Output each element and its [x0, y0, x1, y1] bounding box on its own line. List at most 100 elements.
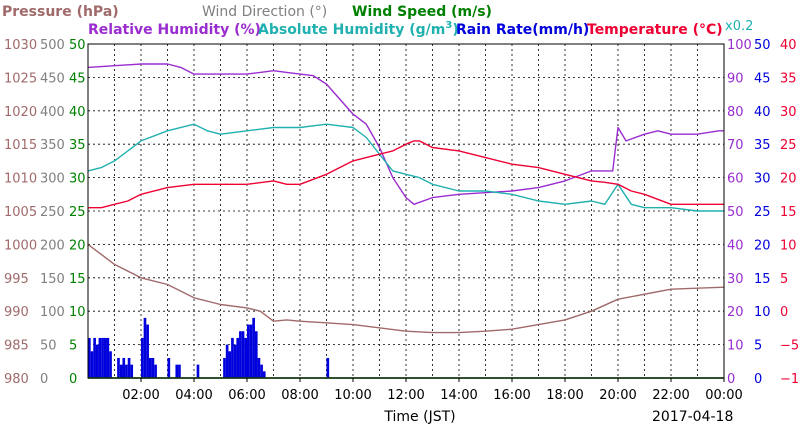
left-axis-ticks: 1030102510201015101010051000995990985980… [4, 38, 86, 387]
right-tick-rain-rate: 40 [754, 105, 771, 120]
rain-rate-bar [122, 357, 126, 378]
x-tick-label: 20:00 [599, 388, 636, 403]
rain-rate-bar [196, 364, 200, 378]
rain-rate-bar [239, 331, 242, 378]
rain-rate-bar [241, 331, 245, 378]
rain-rate-bar [103, 337, 107, 378]
right-tick-temperature: 30 [780, 105, 797, 120]
left-tick-wind-direction: 300 [40, 172, 65, 187]
left-tick-pressure: 990 [4, 305, 29, 320]
right-tick-temperature: 35 [780, 71, 797, 86]
x-tick-label: 00:00 [705, 388, 742, 403]
right-tick-rain-rate: 5 [754, 339, 762, 354]
rain-rate-bar [93, 337, 96, 378]
rain-rate-bar [148, 357, 152, 378]
rain-rate-bar [244, 337, 247, 378]
left-tick-wind-speed: 0 [69, 372, 77, 387]
rain-rate-bar [326, 357, 330, 378]
right-axis-ticks: 1009080706050403020100504540353025201510… [727, 38, 800, 387]
right-tick-relative-humidity: 40 [727, 238, 744, 253]
relative-humidity-line [87, 63, 724, 206]
legend-temperature: Temperature (°C) [587, 22, 723, 38]
grid [88, 44, 724, 378]
rain-rate-bar [95, 344, 99, 378]
legend-absolute-humidity: Absolute Humidity (g/m3) [258, 20, 459, 38]
date-label: 2017-04-18 [652, 409, 733, 425]
left-tick-wind-direction: 200 [40, 238, 65, 253]
left-tick-pressure: 1005 [4, 205, 37, 220]
temperature-line [88, 140, 724, 209]
rain-rate-bar [231, 337, 234, 378]
left-tick-pressure: 995 [4, 272, 29, 287]
right-tick-rain-rate: 50 [754, 38, 771, 53]
left-tick-wind-direction: 500 [40, 38, 65, 53]
left-tick-wind-direction: 400 [40, 105, 65, 120]
right-tick-relative-humidity: 90 [727, 71, 744, 86]
rain-rate-bar [262, 371, 266, 378]
rain-rate-bar [88, 337, 91, 378]
right-tick-temperature: 15 [780, 205, 797, 220]
right-tick-rain-rate: 0 [754, 372, 762, 387]
x-tick-label: 22:00 [652, 388, 689, 403]
left-tick-pressure: 1020 [4, 105, 37, 120]
rain-rate-bar [225, 344, 229, 378]
rain-rate-bar [260, 364, 263, 378]
rain-rate-bar [175, 364, 179, 378]
rain-rate-bar [109, 351, 112, 378]
rain-rate-bar [127, 357, 131, 378]
x-tick-label: 14:00 [440, 388, 477, 403]
left-tick-wind-speed: 35 [69, 138, 86, 153]
left-tick-wind-speed: 20 [69, 238, 86, 253]
x-tick-label: 02:00 [122, 388, 159, 403]
rain-rate-bar [228, 351, 232, 378]
right-tick-temperature: 5 [780, 272, 788, 287]
x-tick-label: 12:00 [387, 388, 424, 403]
rain-rate-bar [236, 337, 240, 378]
right-tick-relative-humidity: 60 [727, 172, 744, 187]
right-tick-rain-rate: 20 [754, 238, 771, 253]
rain-rate-bar [167, 357, 171, 378]
x-axis-ticks: 02:00 04:00 06:00 08:00 10:00 12:00 14:00 16:00… [122, 378, 743, 403]
left-tick-wind-speed: 45 [69, 71, 86, 86]
legend-wind-direction: Wind Direction (°) [202, 4, 327, 20]
legend-scale-note: x0.2 [725, 19, 753, 34]
left-tick-wind-direction: 350 [40, 138, 65, 153]
rain-rate-bar [223, 357, 226, 378]
x-tick-label: 08:00 [281, 388, 318, 403]
rain-rate-bar [143, 317, 147, 378]
right-tick-relative-humidity: 20 [727, 305, 744, 320]
legend-pressure: Pressure (hPa) [2, 4, 119, 20]
rain-rate-bar [146, 324, 149, 378]
rain-rate-bar [154, 364, 157, 378]
rain-rate-bar [117, 357, 120, 378]
right-tick-temperature: −5 [780, 339, 799, 354]
left-tick-pressure: 1030 [4, 38, 37, 53]
rain-rate-bar [249, 324, 253, 378]
right-tick-rain-rate: 45 [754, 71, 771, 86]
left-tick-wind-speed: 30 [69, 172, 86, 187]
left-tick-wind-speed: 25 [69, 205, 86, 220]
x-tick-label: 04:00 [175, 388, 212, 403]
rain-rate-bar [90, 351, 94, 378]
legend-wind-speed: Wind Speed (m/s) [352, 4, 492, 20]
left-tick-pressure: 980 [4, 372, 29, 387]
left-tick-wind-speed: 40 [69, 105, 86, 120]
x-axis-label: Time (JST) [383, 409, 455, 425]
right-tick-temperature: 25 [780, 138, 797, 153]
right-tick-relative-humidity: 0 [727, 372, 735, 387]
x-tick-label: 10:00 [334, 388, 371, 403]
right-tick-relative-humidity: 30 [727, 272, 744, 287]
x-tick-label: 06:00 [228, 388, 265, 403]
left-tick-wind-direction: 100 [40, 305, 65, 320]
pressure-line [87, 243, 725, 334]
right-tick-temperature: 20 [780, 172, 797, 187]
left-tick-pressure: 1010 [4, 172, 37, 187]
left-tick-pressure: 1025 [4, 71, 37, 86]
right-tick-temperature: 0 [780, 305, 788, 320]
x-tick-label: 16:00 [493, 388, 530, 403]
rain-rate-bar [233, 344, 237, 378]
right-tick-rain-rate: 30 [754, 172, 771, 187]
rain-rate-bar [247, 324, 250, 378]
rain-rate-bar [178, 364, 181, 378]
